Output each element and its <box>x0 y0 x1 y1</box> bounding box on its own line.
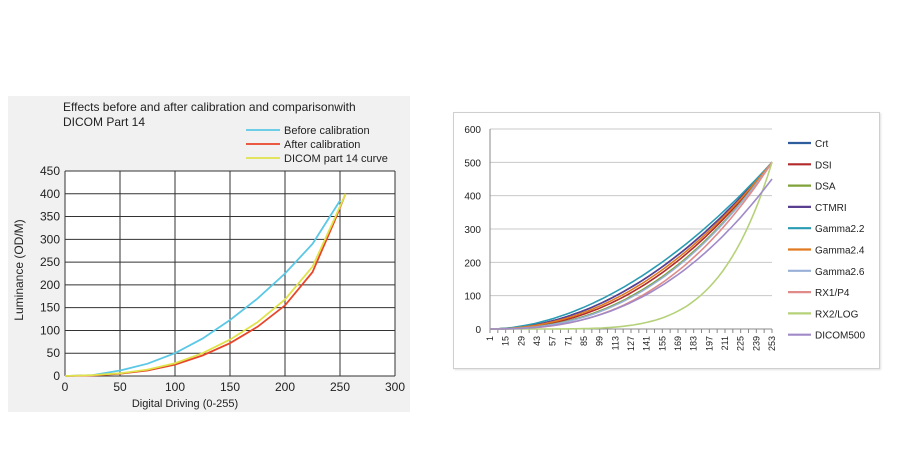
y-tick-label: 250 <box>40 255 60 269</box>
y-tick-label: 300 <box>464 225 481 236</box>
x-tick-label: 99 <box>595 336 605 346</box>
x-tick-label: 29 <box>516 336 526 346</box>
y-tick-label: 500 <box>464 158 481 169</box>
legend-label: DICOM500 <box>815 331 865 342</box>
x-tick-label: 183 <box>689 336 699 351</box>
left-chart: Effects before and after calibration and… <box>12 100 405 410</box>
x-tick-label: 43 <box>532 336 542 346</box>
series-line-8 <box>490 162 773 330</box>
x-tick-label: 85 <box>579 336 589 346</box>
x-tick-label: 15 <box>501 336 511 346</box>
y-tick-label: 0 <box>475 325 481 336</box>
legend-label: CTMRI <box>815 203 847 214</box>
tick-labels: 0 100 200 300 400 500 600 1 15 29 43 57 71 85 99 113 127… <box>464 125 777 351</box>
x-tick-label: 225 <box>736 336 746 351</box>
y-tick-label: 400 <box>464 192 481 203</box>
chart-title: Effects before and after calibration and… <box>63 100 356 114</box>
x-tick-label: 127 <box>626 336 636 351</box>
series-lines <box>489 161 773 330</box>
y-tick-label: 100 <box>464 292 481 303</box>
legend-label: RX2/LOG <box>815 309 859 320</box>
y-tick-label: 50 <box>47 346 61 360</box>
y-tick-label: 0 <box>53 369 60 383</box>
y-tick-label: 200 <box>464 258 481 269</box>
legend-label: DICOM part 14 curve <box>284 153 388 165</box>
series-line-4 <box>489 161 773 330</box>
y-tick-label: 300 <box>40 232 60 246</box>
legend: Crt DSI DSA CTMRI Gamma2.2 Gamma2.4 Gamma2.6 RX… <box>788 139 865 342</box>
x-tick-label: 113 <box>610 336 620 350</box>
legend-label: Before calibration <box>284 125 370 137</box>
y-tick-label: 150 <box>40 301 60 315</box>
x-tick-label: 253 <box>767 336 777 351</box>
legend-label: Gamma2.6 <box>815 267 865 278</box>
y-tick-label: 400 <box>40 187 60 201</box>
x-tick-label: 0 <box>62 380 69 394</box>
y-tick-label: 600 <box>464 125 481 136</box>
x-tick-label: 239 <box>751 336 761 351</box>
series-line-6 <box>490 161 773 330</box>
series-line-0 <box>490 161 773 330</box>
legend-label: DSI <box>815 160 832 171</box>
x-tick-label: 150 <box>220 380 240 394</box>
x-tick-label: 211 <box>720 336 730 350</box>
y-axis-label: Luminance (OD/M) <box>12 219 26 320</box>
x-tick-label: 155 <box>657 336 667 351</box>
x-tick-label: 197 <box>704 336 714 351</box>
x-tick-label: 50 <box>113 380 127 394</box>
legend-label: Gamma2.2 <box>815 224 865 235</box>
legend-label: Crt <box>815 139 829 150</box>
series-line-1 <box>490 161 773 330</box>
series-lines <box>64 193 347 377</box>
x-tick-label: 200 <box>275 380 295 394</box>
grid <box>64 170 396 377</box>
series-line-7 <box>490 161 773 330</box>
chart-title-line2: DICOM Part 14 <box>63 115 145 129</box>
right-chart: 0 100 200 300 400 500 600 1 15 29 43 57 71 85 99 113 127… <box>464 125 865 351</box>
legend-label: Gamma2.4 <box>815 246 865 257</box>
series-line-2 <box>64 193 347 377</box>
series-line-3 <box>490 161 773 330</box>
x-tick-label: 250 <box>330 380 350 394</box>
y-tick-label: 100 <box>40 323 60 337</box>
x-tick-label: 141 <box>642 336 652 351</box>
series-line-2 <box>490 161 773 330</box>
series-line-9 <box>490 178 773 330</box>
legend-label: RX1/P4 <box>815 288 850 299</box>
x-tick-label: 57 <box>548 336 558 346</box>
legend-label: DSA <box>815 182 836 193</box>
x-tick-label: 1 <box>485 336 495 341</box>
right-chart-panel: 0 100 200 300 400 500 600 1 15 29 43 57 71 85 99 113 127… <box>453 112 880 369</box>
x-axis-label: Digital Driving (0-255) <box>132 398 238 410</box>
x-tick-label: 100 <box>165 380 185 394</box>
y-tick-label: 200 <box>40 278 60 292</box>
left-chart-panel: Effects before and after calibration and… <box>8 96 410 412</box>
y-tick-label: 450 <box>40 164 60 178</box>
legend-label: After calibration <box>284 139 360 151</box>
x-tick-label: 300 <box>385 380 405 394</box>
x-tick-label: 169 <box>673 336 683 351</box>
series-line-0 <box>64 200 341 377</box>
y-tick-label: 350 <box>40 210 60 224</box>
series-line-5 <box>490 161 773 330</box>
legend: Before calibration After calibration DICOM… <box>246 125 388 165</box>
tick-labels: 0 50 100 150 200 250 300 0 50 100 150 200 250 300 350 4… <box>40 164 405 394</box>
x-tick-label: 71 <box>563 336 573 346</box>
